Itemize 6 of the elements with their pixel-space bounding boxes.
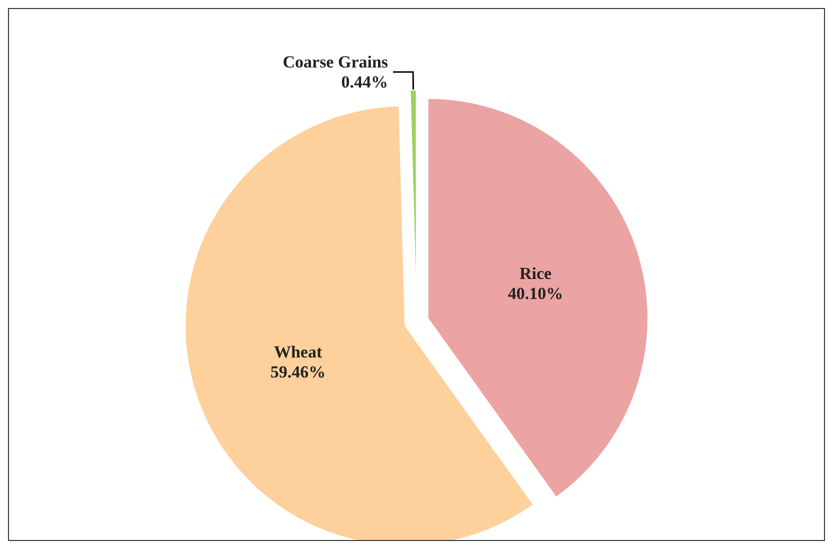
data-label: 40.10% [508,284,564,304]
slice-label: Coarse Grains [282,52,388,72]
slice-label: Rice [519,264,552,284]
data-label: 59.46% [270,362,326,382]
slice-label: Wheat [274,342,322,362]
data-label: 0.44% [341,72,388,92]
